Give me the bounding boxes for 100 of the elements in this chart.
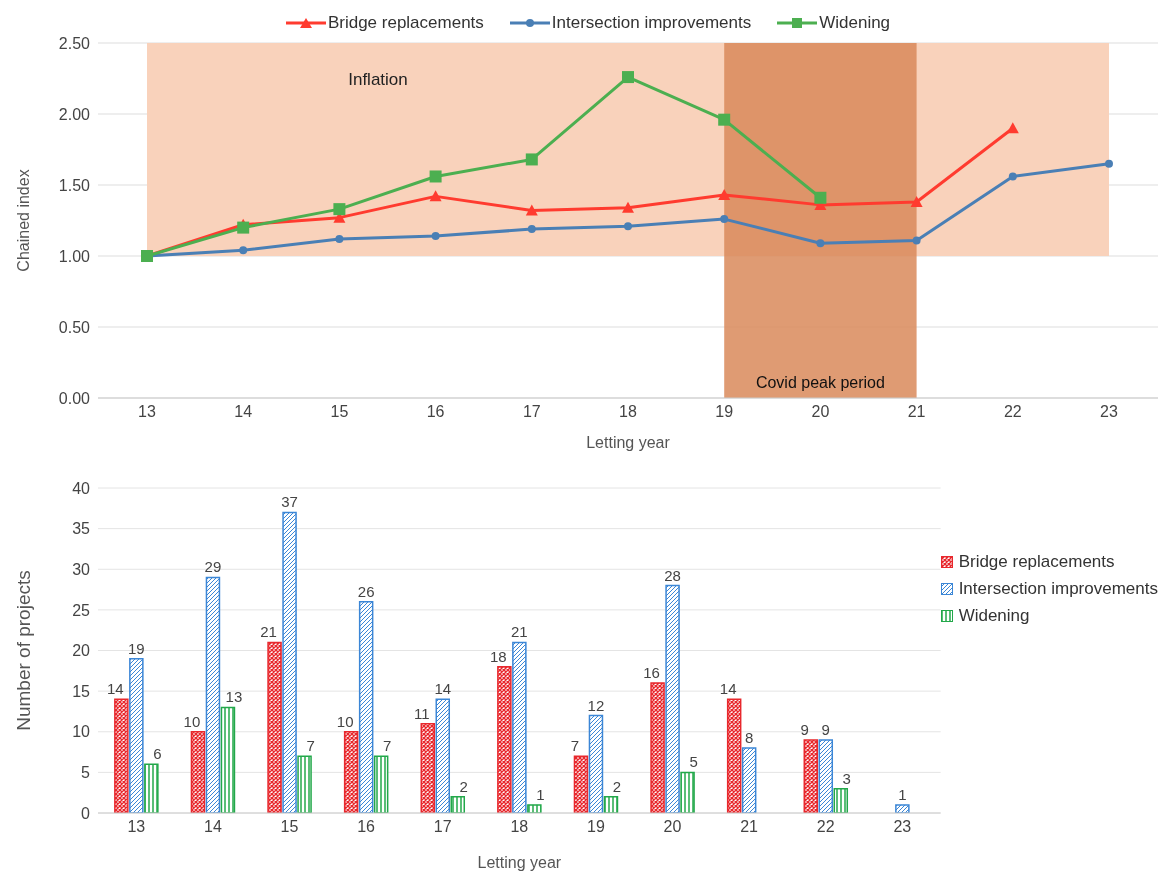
x-tick-label: 15 bbox=[330, 403, 349, 421]
bar bbox=[129, 657, 144, 813]
point bbox=[429, 190, 442, 202]
y-tick-label: 5 bbox=[81, 764, 91, 782]
data-label: 6 bbox=[153, 745, 162, 763]
point bbox=[237, 221, 250, 234]
bar bbox=[741, 747, 757, 813]
data-label: 12 bbox=[587, 696, 605, 714]
x-tick-label: 16 bbox=[357, 818, 376, 836]
y-tick-label: 1.50 bbox=[58, 176, 91, 194]
data-label: 2 bbox=[612, 777, 622, 795]
data-label: 9 bbox=[821, 720, 830, 738]
legend-label: Intersection improvements bbox=[550, 13, 752, 33]
data-label: 10 bbox=[336, 712, 354, 730]
data-label: 1 bbox=[536, 785, 545, 803]
x-tick-label: 16 bbox=[426, 403, 445, 421]
x-tick-label: 18 bbox=[510, 818, 529, 836]
y-tick-label: 0 bbox=[81, 804, 91, 822]
band-label: Covid peak period bbox=[755, 374, 885, 391]
bar bbox=[435, 698, 451, 813]
point bbox=[718, 113, 731, 126]
y-tick-label: 35 bbox=[72, 520, 91, 538]
data-label: 10 bbox=[183, 712, 201, 730]
legend-label: Intersection improvements bbox=[957, 578, 1158, 600]
data-label: 11 bbox=[413, 704, 430, 722]
bar bbox=[297, 755, 312, 813]
data-label: 8 bbox=[745, 729, 754, 746]
bar bbox=[114, 698, 129, 813]
bar bbox=[282, 511, 297, 813]
data-label: 21 bbox=[511, 623, 528, 641]
bar bbox=[573, 755, 589, 813]
point bbox=[527, 225, 536, 234]
point bbox=[239, 246, 248, 255]
point bbox=[720, 215, 729, 224]
bar bbox=[588, 714, 604, 813]
point bbox=[1105, 159, 1113, 168]
bar bbox=[726, 698, 742, 813]
data-label: 14 bbox=[719, 680, 737, 698]
legend-label: Widening bbox=[818, 13, 891, 33]
data-label: 21 bbox=[260, 623, 277, 641]
bar bbox=[512, 641, 527, 813]
x-tick-label: 15 bbox=[280, 818, 299, 836]
y-tick-label: 25 bbox=[72, 601, 91, 619]
y-tick-label: 10 bbox=[72, 723, 91, 741]
y-tick-label: 2.50 bbox=[58, 34, 91, 52]
bar bbox=[527, 804, 542, 813]
bar bbox=[205, 576, 221, 813]
bar bbox=[497, 666, 512, 813]
point bbox=[333, 203, 346, 216]
data-label: 18 bbox=[490, 647, 507, 665]
y-tick-label: 2.00 bbox=[58, 105, 91, 123]
y-tick-label: 0.50 bbox=[58, 318, 91, 336]
x-tick-label: 14 bbox=[204, 818, 222, 836]
data-label: 28 bbox=[664, 566, 681, 584]
data-label: 16 bbox=[643, 664, 660, 681]
bar bbox=[650, 682, 665, 813]
data-label: 14 bbox=[107, 680, 124, 698]
bar bbox=[358, 601, 374, 813]
x-tick-label: 17 bbox=[522, 403, 541, 421]
x-tick-label: 20 bbox=[811, 403, 830, 421]
data-label: 14 bbox=[434, 680, 452, 698]
point bbox=[912, 236, 921, 245]
point bbox=[525, 153, 538, 166]
x-axis-title: Letting year bbox=[477, 854, 562, 871]
point bbox=[814, 191, 827, 204]
data-label: 7 bbox=[306, 737, 315, 755]
point bbox=[624, 222, 632, 231]
bar bbox=[895, 804, 910, 813]
bar bbox=[420, 722, 436, 813]
y-axis-title: Chained index bbox=[14, 169, 32, 272]
point bbox=[718, 188, 731, 200]
point bbox=[525, 204, 538, 216]
bar bbox=[267, 641, 282, 813]
point bbox=[431, 232, 440, 241]
data-label: 5 bbox=[689, 753, 698, 771]
bar bbox=[220, 706, 236, 813]
x-tick-label: 23 bbox=[893, 818, 912, 836]
data-label: 3 bbox=[842, 769, 851, 787]
y-tick-label: 0.00 bbox=[58, 389, 91, 407]
bar bbox=[190, 731, 206, 813]
point bbox=[622, 201, 634, 213]
point bbox=[816, 239, 825, 248]
bar bbox=[144, 763, 159, 813]
x-tick-label: 21 bbox=[740, 818, 759, 836]
bar bbox=[373, 755, 389, 813]
y-tick-label: 1.00 bbox=[58, 247, 91, 265]
x-tick-label: 14 bbox=[234, 403, 253, 421]
bar bbox=[680, 771, 695, 813]
point bbox=[335, 234, 344, 243]
bar bbox=[603, 796, 619, 813]
data-label: 37 bbox=[281, 493, 298, 511]
data-label: 13 bbox=[225, 688, 243, 706]
x-tick-label: 17 bbox=[433, 818, 452, 836]
bar bbox=[450, 796, 466, 813]
x-tick-label: 23 bbox=[1100, 403, 1118, 421]
point bbox=[910, 196, 923, 208]
x-tick-label: 13 bbox=[127, 818, 146, 836]
y-tick-label: 40 bbox=[72, 479, 91, 497]
point bbox=[622, 71, 634, 84]
y-tick-label: 15 bbox=[72, 682, 91, 700]
